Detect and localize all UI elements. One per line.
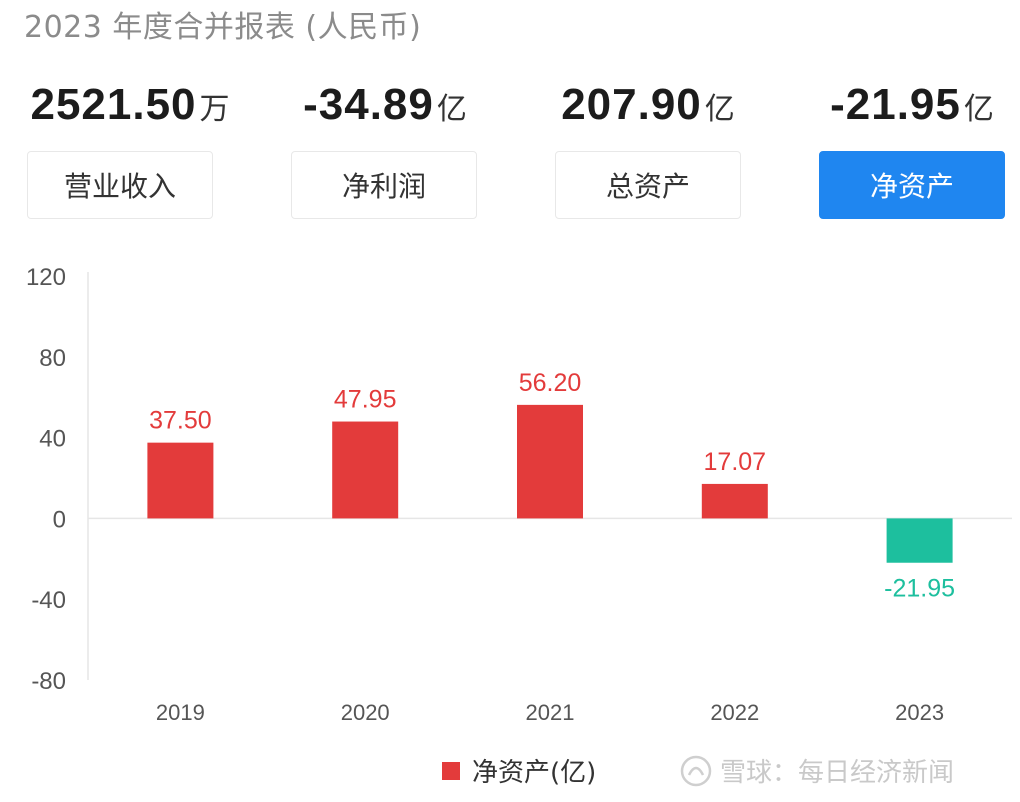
tab-net-assets[interactable]: 净资产 <box>819 151 1005 219</box>
x-tick-label: 2020 <box>341 700 390 725</box>
y-tick-label: 120 <box>26 264 66 291</box>
bar-2019[interactable] <box>147 442 214 519</box>
tab-revenue[interactable]: 营业收入 <box>27 151 213 219</box>
x-tick-label: 2023 <box>895 700 944 725</box>
metric-unit: 亿 <box>436 92 467 127</box>
watermark: 雪球：每日经济新闻 <box>680 752 954 789</box>
data-label: -21.95 <box>884 575 955 603</box>
metric-value: 2521.50 <box>30 80 197 129</box>
y-tick-label: 0 <box>53 506 66 533</box>
metric-value: 207.90 <box>561 80 702 129</box>
metric-net-profit: -34.89 亿 <box>255 80 515 130</box>
page-title: 2023 年度合并报表 (人民币) <box>24 10 422 45</box>
tab-net-profit[interactable]: 净利润 <box>291 151 477 219</box>
x-tick-label: 2022 <box>710 700 759 725</box>
x-tick-label: 2021 <box>526 700 575 725</box>
net-assets-bar-chart: 120 80 40 0 -40 -80 37.50 2019 47.95 2020 56.20 202… <box>26 264 1012 725</box>
chart-legend: 净资产(亿) <box>442 752 596 789</box>
metric-revenue: 2521.50 万 <box>0 80 260 130</box>
bar-2020[interactable] <box>332 421 399 519</box>
metric-unit: 万 <box>199 92 230 127</box>
metric-value: -21.95 <box>830 80 961 129</box>
legend-swatch <box>442 761 460 780</box>
data-label: 56.20 <box>519 369 582 397</box>
snowball-logo-icon <box>680 755 712 786</box>
data-label: 37.50 <box>149 407 212 435</box>
metric-unit: 亿 <box>704 92 735 127</box>
y-tick-label: -40 <box>31 587 66 614</box>
watermark-text: 雪球：每日经济新闻 <box>720 758 955 788</box>
legend-label: 净资产(亿) <box>472 758 597 788</box>
y-tick-label: 40 <box>39 426 66 453</box>
bar-2023[interactable] <box>886 518 953 563</box>
metric-net-assets: -21.95 亿 <box>782 80 1020 130</box>
y-tick-label: -80 <box>31 668 66 695</box>
data-label: 17.07 <box>704 448 767 476</box>
data-label: 47.95 <box>334 386 397 414</box>
bar-2022[interactable] <box>701 483 768 519</box>
x-tick-label: 2019 <box>156 700 205 725</box>
bar-2021[interactable] <box>517 404 583 519</box>
metric-unit: 亿 <box>963 92 994 127</box>
y-tick-label: 80 <box>39 345 66 372</box>
metric-value: -34.89 <box>303 80 434 129</box>
metric-total-assets: 207.90 亿 <box>518 80 778 130</box>
tab-total-assets[interactable]: 总资产 <box>555 151 741 219</box>
